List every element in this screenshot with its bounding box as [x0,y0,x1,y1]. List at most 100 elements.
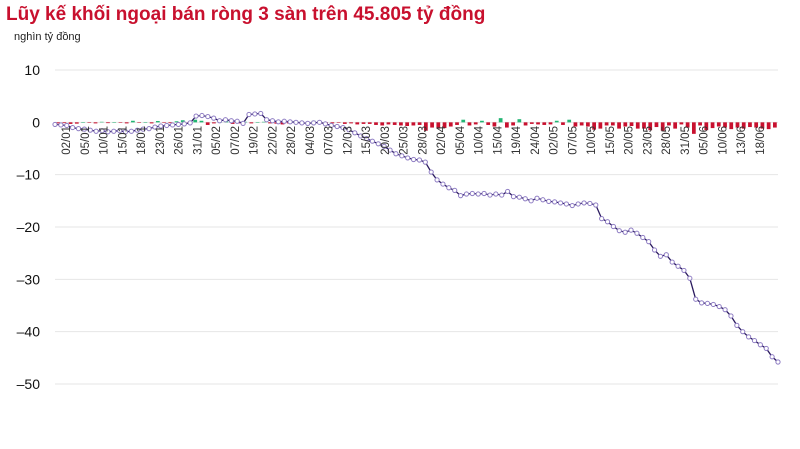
cumulative-point [240,120,246,126]
net-flow-bar [635,122,640,129]
x-tick-label: 28/03 [417,126,429,155]
cumulative-point [675,263,681,269]
net-flow-bar [230,122,235,124]
net-flow-bar [436,122,441,129]
net-flow-bar [106,122,110,124]
cumulative-point [393,151,399,157]
net-flow-bar [336,122,341,123]
net-flow-bar [417,122,422,125]
cumulative-point [604,219,611,225]
cumulative-point [228,118,234,124]
cumulative-point [693,296,699,302]
net-flow-bar [68,122,73,124]
net-flow-bar [673,122,678,129]
x-tick-label: 10/01 [99,126,111,155]
x-tick-label: 10/04 [474,125,486,154]
net-flow-bar [386,122,391,125]
y-tick-label: –30 [17,271,41,287]
cumulative-point [487,192,493,198]
cumulative-point [722,307,728,313]
cumulative-point [346,127,352,133]
cumulative-point [769,354,775,360]
cumulative-point [222,117,229,123]
grid-lines [55,69,778,385]
net-flow-bar [442,122,447,129]
cumulative-point [510,194,517,200]
cumulative-point [552,199,558,205]
cumulative-point [311,120,317,126]
cumulative-point [657,253,664,259]
net-flow-bar [380,122,385,126]
cumulative-point [205,113,211,120]
cumulative-point [99,128,105,134]
cumulative-point [616,228,622,234]
x-tick-label: 20/03 [380,126,392,155]
cumulative-point [75,126,82,132]
net-flow-bar [548,122,553,125]
cumulative-point [246,111,252,118]
cumulative-point [264,117,270,123]
x-tick-label: 18/06 [755,126,767,155]
x-tick-label: 15/05 [605,126,617,155]
net-flow-bar [473,122,478,125]
cumulative-point [646,239,652,245]
x-tick-label: 10/05 [586,126,598,155]
net-flow-bar [691,122,696,134]
x-tick-label: 19/02 [249,126,261,155]
cumulative-point [175,121,182,128]
net-flow-bar [748,122,752,128]
net-flow-bar [498,118,503,123]
x-tick-label: 13/06 [736,126,748,155]
cumulative-markers [52,110,781,365]
cumulative-point [434,177,440,183]
net-flow-bar [268,122,272,124]
cumulative-point [757,342,763,348]
cumulative-point [499,192,505,198]
cumulative-point [687,275,693,281]
net-flow-bar [131,120,135,123]
net-flow-bar [766,122,771,130]
cumulative-point [287,119,293,125]
net-flow-bar [155,121,160,123]
net-flow-bar [698,122,702,126]
net-flow-bar [660,122,665,131]
cumulative-point [416,157,423,163]
cumulative-point [734,322,740,328]
net-flow-bar [399,122,403,126]
cumulative-point [234,118,240,124]
x-tick-label: 04/03 [305,126,317,155]
cumulative-line [54,112,779,363]
cumulative-point [763,345,769,352]
net-flow-bar [423,122,428,131]
net-flow-bar [112,122,117,123]
net-flow-bar [592,122,597,130]
cumulative-point [505,188,511,195]
net-flow-bar [617,122,621,129]
cumulative-point [387,147,393,153]
cumulative-point [599,216,605,222]
cumulative-point [740,329,746,335]
net-flow-bar [361,122,366,124]
net-flow-bar [573,122,578,127]
cumulative-point [93,128,99,134]
x-tick-label: 28/02 [286,126,298,155]
chart-title: Lũy kế khối ngoại bán ròng 3 sàn trên 45… [6,4,486,25]
net-flow-bar [168,122,173,124]
net-flow-bar [505,122,509,128]
cumulative-point [528,198,534,204]
net-flow-bar [623,122,628,127]
net-flow-bar [367,122,372,124]
net-flow-bar [480,120,484,123]
cumulative-point [575,201,581,207]
cumulative-point [64,122,70,129]
cumulative-point [728,313,734,319]
net-flow-bar [430,122,434,128]
net-flow-bar [741,122,746,129]
x-tick-label: 07/05 [567,126,579,155]
net-flow-bar [567,119,572,123]
cumulative-point [81,126,87,132]
cumulative-point [716,303,722,310]
net-flow-bar [180,120,185,123]
x-tick-label: 05/01 [80,126,92,155]
